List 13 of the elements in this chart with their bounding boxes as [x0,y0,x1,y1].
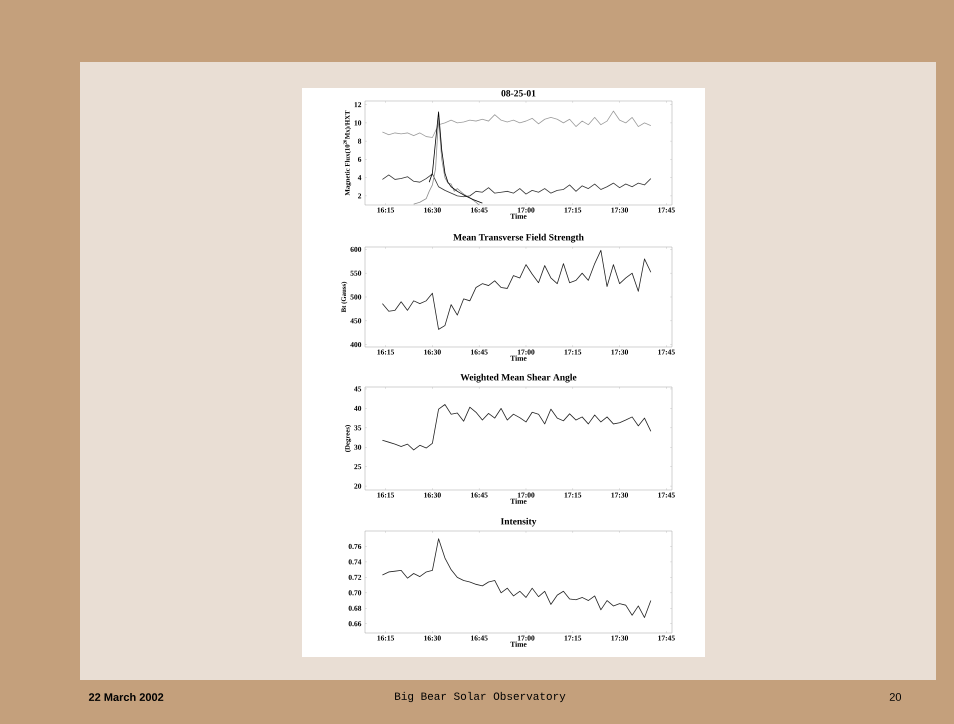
line-series [382,538,652,618]
line-series [428,112,483,204]
text: 22 March 2002 [88,692,164,702]
chart-title: Mean Transverse Field Strength [453,234,584,242]
line-series [382,250,652,330]
text: Big Bear Solar Observatory [395,692,566,702]
chart-title: 08-25-01 [501,90,536,96]
line-series [382,174,652,198]
line-series [382,110,652,138]
chart-title: Weighted Mean Shear Angle [460,374,576,382]
line-series [382,404,652,450]
chart-title: Intensity [500,518,536,526]
text: 20 [890,693,902,701]
